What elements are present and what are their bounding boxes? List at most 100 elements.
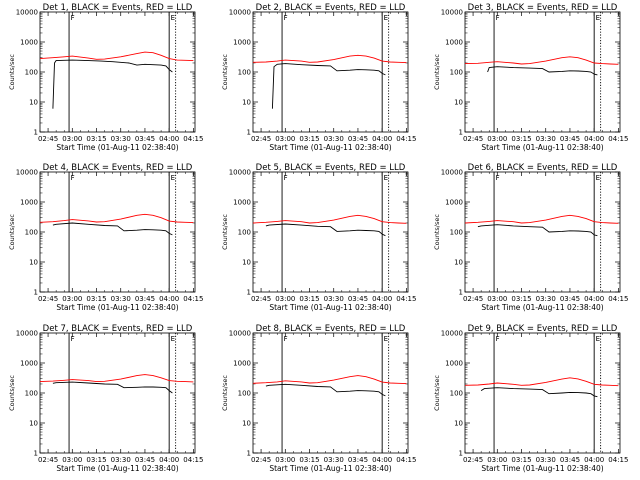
- y-axis-label: Counts/sec: [433, 54, 441, 90]
- panel-title: Det 3, BLACK = Events, RED = LLD: [468, 3, 618, 13]
- lld-series-line: [252, 375, 407, 385]
- x-tick-label: 03:45: [135, 456, 155, 464]
- detector-panel: Det 4, BLACK = Events, RED = LLD 1 10 100 10…: [8, 163, 203, 312]
- event-marker-label: F: [71, 335, 75, 343]
- event-marker-label: E: [384, 14, 388, 22]
- x-tick-label: 03:45: [348, 135, 368, 143]
- lld-series-line: [252, 214, 407, 224]
- y-tick-label: 1000: [233, 199, 251, 207]
- x-tick-label: 03:30: [536, 135, 556, 143]
- event-marker-label: F: [71, 14, 75, 22]
- x-tick-label: 03:45: [135, 135, 155, 143]
- y-axis-label: Counts/sec: [221, 214, 229, 250]
- panel-title: Det 7, BLACK = Events, RED = LLD: [43, 324, 193, 334]
- detector-panel: Det 5, BLACK = Events, RED = LLD 1 10 100 10…: [221, 163, 416, 312]
- x-tick-label: 04:00: [372, 456, 392, 464]
- x-tick-label: 03:30: [536, 295, 556, 303]
- x-tick-label: 02:45: [38, 295, 58, 303]
- lld-series-line: [39, 374, 194, 383]
- x-tick-label: 03:15: [299, 456, 319, 464]
- y-axis-label: Counts/sec: [221, 54, 229, 90]
- y-tick-label: 1000: [233, 360, 251, 368]
- y-tick-label: 100: [25, 69, 38, 77]
- x-tick-label: 03:00: [62, 135, 82, 143]
- x-tick-label: 03:45: [560, 295, 580, 303]
- x-tick-label: 04:15: [608, 135, 628, 143]
- x-axis-label: Start Time (01-Aug-11 02:38:40): [481, 303, 603, 312]
- lld-series-line: [252, 54, 407, 64]
- lld-series-line: [39, 213, 194, 224]
- y-tick-label: 1: [247, 450, 251, 458]
- y-tick-label: 10: [242, 99, 251, 107]
- y-tick-label: 1: [459, 129, 463, 137]
- panel-title: Det 2, BLACK = Events, RED = LLD: [256, 3, 406, 13]
- x-tick-label: 03:30: [324, 295, 344, 303]
- x-tick-label: 04:00: [584, 295, 604, 303]
- x-tick-label: 04:15: [183, 295, 203, 303]
- lld-series-line: [464, 56, 619, 65]
- event-marker-label: E: [171, 335, 175, 343]
- x-tick-label: 04:15: [396, 295, 416, 303]
- x-tick-label: 03:00: [487, 135, 507, 143]
- y-tick-label: 1: [247, 289, 251, 297]
- y-tick-label: 10: [242, 420, 251, 428]
- x-tick-label: 03:45: [560, 135, 580, 143]
- y-tick-label: 1: [459, 450, 463, 458]
- y-tick-label: 1000: [20, 39, 38, 47]
- x-tick-label: 04:00: [584, 456, 604, 464]
- event-marker-label: E: [171, 14, 175, 22]
- event-marker-label: E: [384, 335, 388, 343]
- detector-panel: Det 1, BLACK = Events, RED = LLD 1 10 100 10…: [8, 3, 203, 152]
- y-tick-label: 100: [450, 390, 463, 398]
- x-tick-label: 04:00: [159, 295, 179, 303]
- y-tick-label: 1: [247, 129, 251, 137]
- x-tick-label: 03:00: [275, 135, 295, 143]
- x-tick-label: 03:45: [348, 295, 368, 303]
- panel-title: Det 4, BLACK = Events, RED = LLD: [43, 163, 193, 173]
- x-axis-label: Start Time (01-Aug-11 02:38:40): [481, 143, 603, 152]
- y-axis-label: Counts/sec: [221, 375, 229, 411]
- x-tick-label: 04:00: [372, 135, 392, 143]
- event-marker-label: F: [496, 335, 500, 343]
- x-tick-label: 02:45: [463, 456, 483, 464]
- x-tick-label: 04:00: [584, 135, 604, 143]
- panel-title: Det 8, BLACK = Events, RED = LLD: [256, 324, 406, 334]
- event-marker-label: F: [284, 174, 288, 182]
- x-tick-label: 02:45: [251, 295, 271, 303]
- y-tick-label: 100: [238, 390, 251, 398]
- plot-frame: [39, 171, 196, 293]
- y-tick-label: 10: [454, 99, 463, 107]
- x-tick-label: 03:45: [348, 456, 368, 464]
- events-series-line: [265, 383, 386, 397]
- y-tick-label: 10: [29, 99, 38, 107]
- x-tick-label: 03:15: [299, 295, 319, 303]
- x-tick-label: 02:45: [463, 135, 483, 143]
- x-tick-label: 02:45: [463, 295, 483, 303]
- events-series-line: [52, 222, 173, 236]
- event-marker-label: F: [71, 174, 75, 182]
- x-tick-label: 03:30: [324, 135, 344, 143]
- y-tick-label: 1000: [445, 360, 463, 368]
- event-marker-label: F: [284, 14, 288, 22]
- panel-title: Det 1, BLACK = Events, RED = LLD: [43, 3, 193, 13]
- x-tick-label: 03:15: [86, 135, 106, 143]
- detector-panel: Det 8, BLACK = Events, RED = LLD 1 10 100 10…: [221, 324, 416, 473]
- y-axis-label: Counts/sec: [8, 54, 16, 90]
- x-tick-label: 03:15: [511, 456, 531, 464]
- x-axis-label: Start Time (01-Aug-11 02:38:40): [269, 303, 391, 312]
- x-tick-label: 04:00: [372, 295, 392, 303]
- y-tick-label: 1000: [445, 39, 463, 47]
- detector-panel: Det 2, BLACK = Events, RED = LLD 1 10 100 10…: [221, 3, 416, 152]
- events-series-line: [477, 224, 598, 237]
- event-marker-label: E: [171, 174, 175, 182]
- x-tick-label: 03:45: [560, 456, 580, 464]
- y-tick-label: 1000: [20, 199, 38, 207]
- y-tick-label: 10: [454, 259, 463, 267]
- y-tick-label: 10000: [441, 169, 463, 177]
- x-axis-label: Start Time (01-Aug-11 02:38:40): [56, 303, 178, 312]
- y-tick-label: 10000: [229, 9, 251, 17]
- panel-title: Det 9, BLACK = Events, RED = LLD: [468, 324, 618, 334]
- y-tick-label: 10000: [16, 9, 38, 17]
- x-tick-label: 03:15: [511, 295, 531, 303]
